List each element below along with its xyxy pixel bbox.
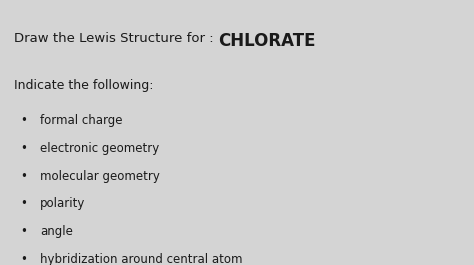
Text: •: • — [20, 170, 27, 183]
Text: hybridization around central atom: hybridization around central atom — [40, 253, 243, 265]
Text: •: • — [20, 253, 27, 265]
Text: Indicate the following:: Indicate the following: — [14, 80, 154, 92]
Text: CHLORATE: CHLORATE — [218, 32, 316, 50]
Text: electronic geometry: electronic geometry — [40, 142, 160, 155]
Text: Draw the Lewis Structure for :: Draw the Lewis Structure for : — [14, 32, 218, 45]
Text: •: • — [20, 225, 27, 238]
Text: angle: angle — [40, 225, 73, 238]
Text: •: • — [20, 142, 27, 155]
Text: molecular geometry: molecular geometry — [40, 170, 160, 183]
Text: •: • — [20, 114, 27, 127]
Text: •: • — [20, 197, 27, 210]
Text: polarity: polarity — [40, 197, 86, 210]
Text: formal charge: formal charge — [40, 114, 123, 127]
